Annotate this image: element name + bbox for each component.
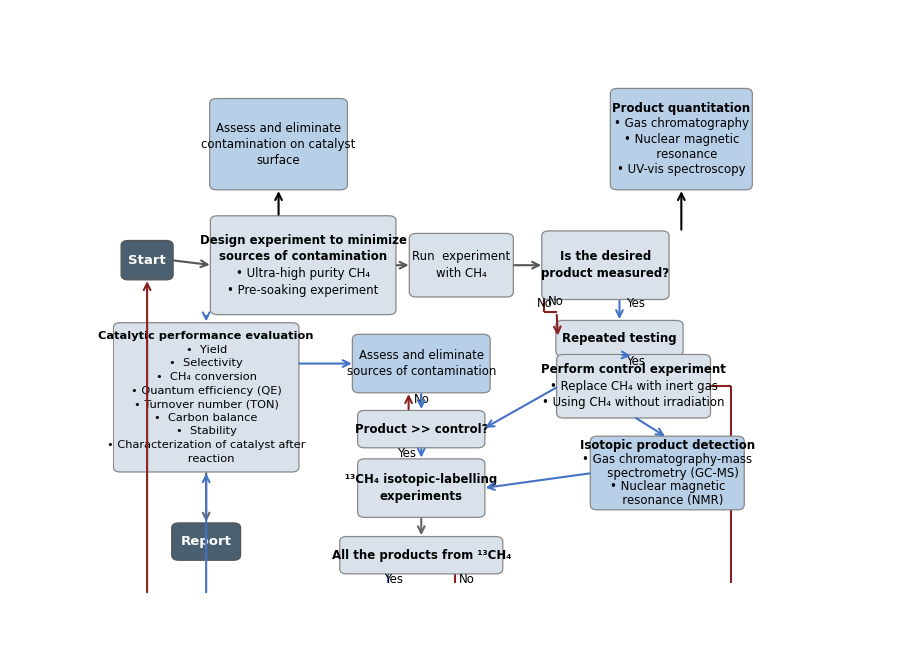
Text: Is the desired: Is the desired bbox=[560, 250, 651, 263]
Text: • Nuclear magnetic: • Nuclear magnetic bbox=[624, 132, 739, 145]
FancyBboxPatch shape bbox=[409, 233, 513, 297]
FancyBboxPatch shape bbox=[357, 459, 485, 517]
Text: ¹³CH₄ isotopic-labelling: ¹³CH₄ isotopic-labelling bbox=[346, 474, 497, 486]
FancyBboxPatch shape bbox=[113, 323, 299, 472]
Text: contamination on catalyst: contamination on catalyst bbox=[201, 138, 356, 151]
FancyBboxPatch shape bbox=[610, 88, 752, 190]
Text: surface: surface bbox=[257, 154, 300, 167]
Text: Start: Start bbox=[128, 253, 166, 267]
Text: Assess and eliminate: Assess and eliminate bbox=[216, 122, 341, 134]
Text: sources of contamination: sources of contamination bbox=[346, 365, 496, 378]
Text: • UV-vis spectroscopy: • UV-vis spectroscopy bbox=[617, 163, 746, 176]
FancyBboxPatch shape bbox=[352, 334, 490, 393]
Text: sources of contamination: sources of contamination bbox=[219, 250, 387, 263]
Text: No: No bbox=[548, 295, 563, 308]
Text: • Gas chromatography: • Gas chromatography bbox=[614, 117, 749, 130]
FancyBboxPatch shape bbox=[556, 320, 683, 356]
Text: Run  experiment: Run experiment bbox=[412, 250, 511, 263]
FancyBboxPatch shape bbox=[340, 536, 502, 574]
Text: All the products from ¹³CH₄: All the products from ¹³CH₄ bbox=[331, 549, 511, 562]
Text: experiments: experiments bbox=[380, 490, 463, 503]
FancyBboxPatch shape bbox=[171, 523, 240, 560]
Text: Design experiment to minimize: Design experiment to minimize bbox=[200, 234, 406, 247]
Text: Product quantitation: Product quantitation bbox=[612, 102, 750, 115]
Text: • Replace CH₄ with inert gas: • Replace CH₄ with inert gas bbox=[550, 380, 717, 393]
Text: • Characterization of catalyst after: • Characterization of catalyst after bbox=[107, 440, 306, 450]
Text: reaction: reaction bbox=[178, 454, 235, 464]
Text: •  CH₄ conversion: • CH₄ conversion bbox=[156, 372, 257, 382]
Text: • Ultra-high purity CH₄: • Ultra-high purity CH₄ bbox=[236, 267, 370, 280]
Text: with CH₄: with CH₄ bbox=[436, 267, 487, 280]
Text: spectrometry (GC-MS): spectrometry (GC-MS) bbox=[596, 466, 738, 479]
Text: resonance (NMR): resonance (NMR) bbox=[611, 494, 724, 507]
Text: resonance: resonance bbox=[645, 148, 717, 160]
FancyBboxPatch shape bbox=[541, 231, 669, 299]
Text: Assess and eliminate: Assess and eliminate bbox=[358, 349, 483, 362]
Text: product measured?: product measured? bbox=[541, 267, 669, 280]
Text: Repeated testing: Repeated testing bbox=[562, 332, 677, 345]
Text: • Nuclear magnetic: • Nuclear magnetic bbox=[610, 480, 725, 493]
FancyBboxPatch shape bbox=[357, 411, 485, 448]
Text: • Quantum efficiency (QE): • Quantum efficiency (QE) bbox=[131, 386, 281, 396]
Text: Catalytic performance evaluation: Catalytic performance evaluation bbox=[99, 331, 314, 341]
Text: No: No bbox=[414, 393, 430, 406]
Text: • Using CH₄ without irradiation: • Using CH₄ without irradiation bbox=[542, 396, 725, 409]
FancyBboxPatch shape bbox=[590, 436, 745, 510]
Text: No: No bbox=[537, 297, 552, 310]
Text: No: No bbox=[459, 574, 474, 586]
Text: Yes: Yes bbox=[627, 355, 646, 368]
Text: • Pre-soaking experiment: • Pre-soaking experiment bbox=[228, 284, 379, 297]
FancyBboxPatch shape bbox=[557, 354, 710, 418]
Text: Report: Report bbox=[180, 535, 231, 548]
Text: Perform control experiment: Perform control experiment bbox=[541, 363, 726, 376]
Text: • Turnover number (TON): • Turnover number (TON) bbox=[133, 399, 278, 409]
Text: •  Stability: • Stability bbox=[176, 426, 237, 436]
Text: •  Yield: • Yield bbox=[186, 345, 227, 355]
Text: •  Selectivity: • Selectivity bbox=[170, 358, 243, 368]
FancyBboxPatch shape bbox=[210, 98, 347, 190]
Text: Yes: Yes bbox=[384, 574, 403, 586]
FancyBboxPatch shape bbox=[122, 240, 173, 280]
Text: • Gas chromatography-mass: • Gas chromatography-mass bbox=[582, 453, 752, 466]
FancyBboxPatch shape bbox=[210, 215, 396, 314]
Text: Isotopic product detection: Isotopic product detection bbox=[580, 440, 755, 452]
Text: Yes: Yes bbox=[396, 447, 415, 460]
Text: •  Carbon balance: • Carbon balance bbox=[154, 413, 258, 422]
Text: Product >> control?: Product >> control? bbox=[355, 422, 488, 436]
Text: Yes: Yes bbox=[627, 297, 646, 310]
